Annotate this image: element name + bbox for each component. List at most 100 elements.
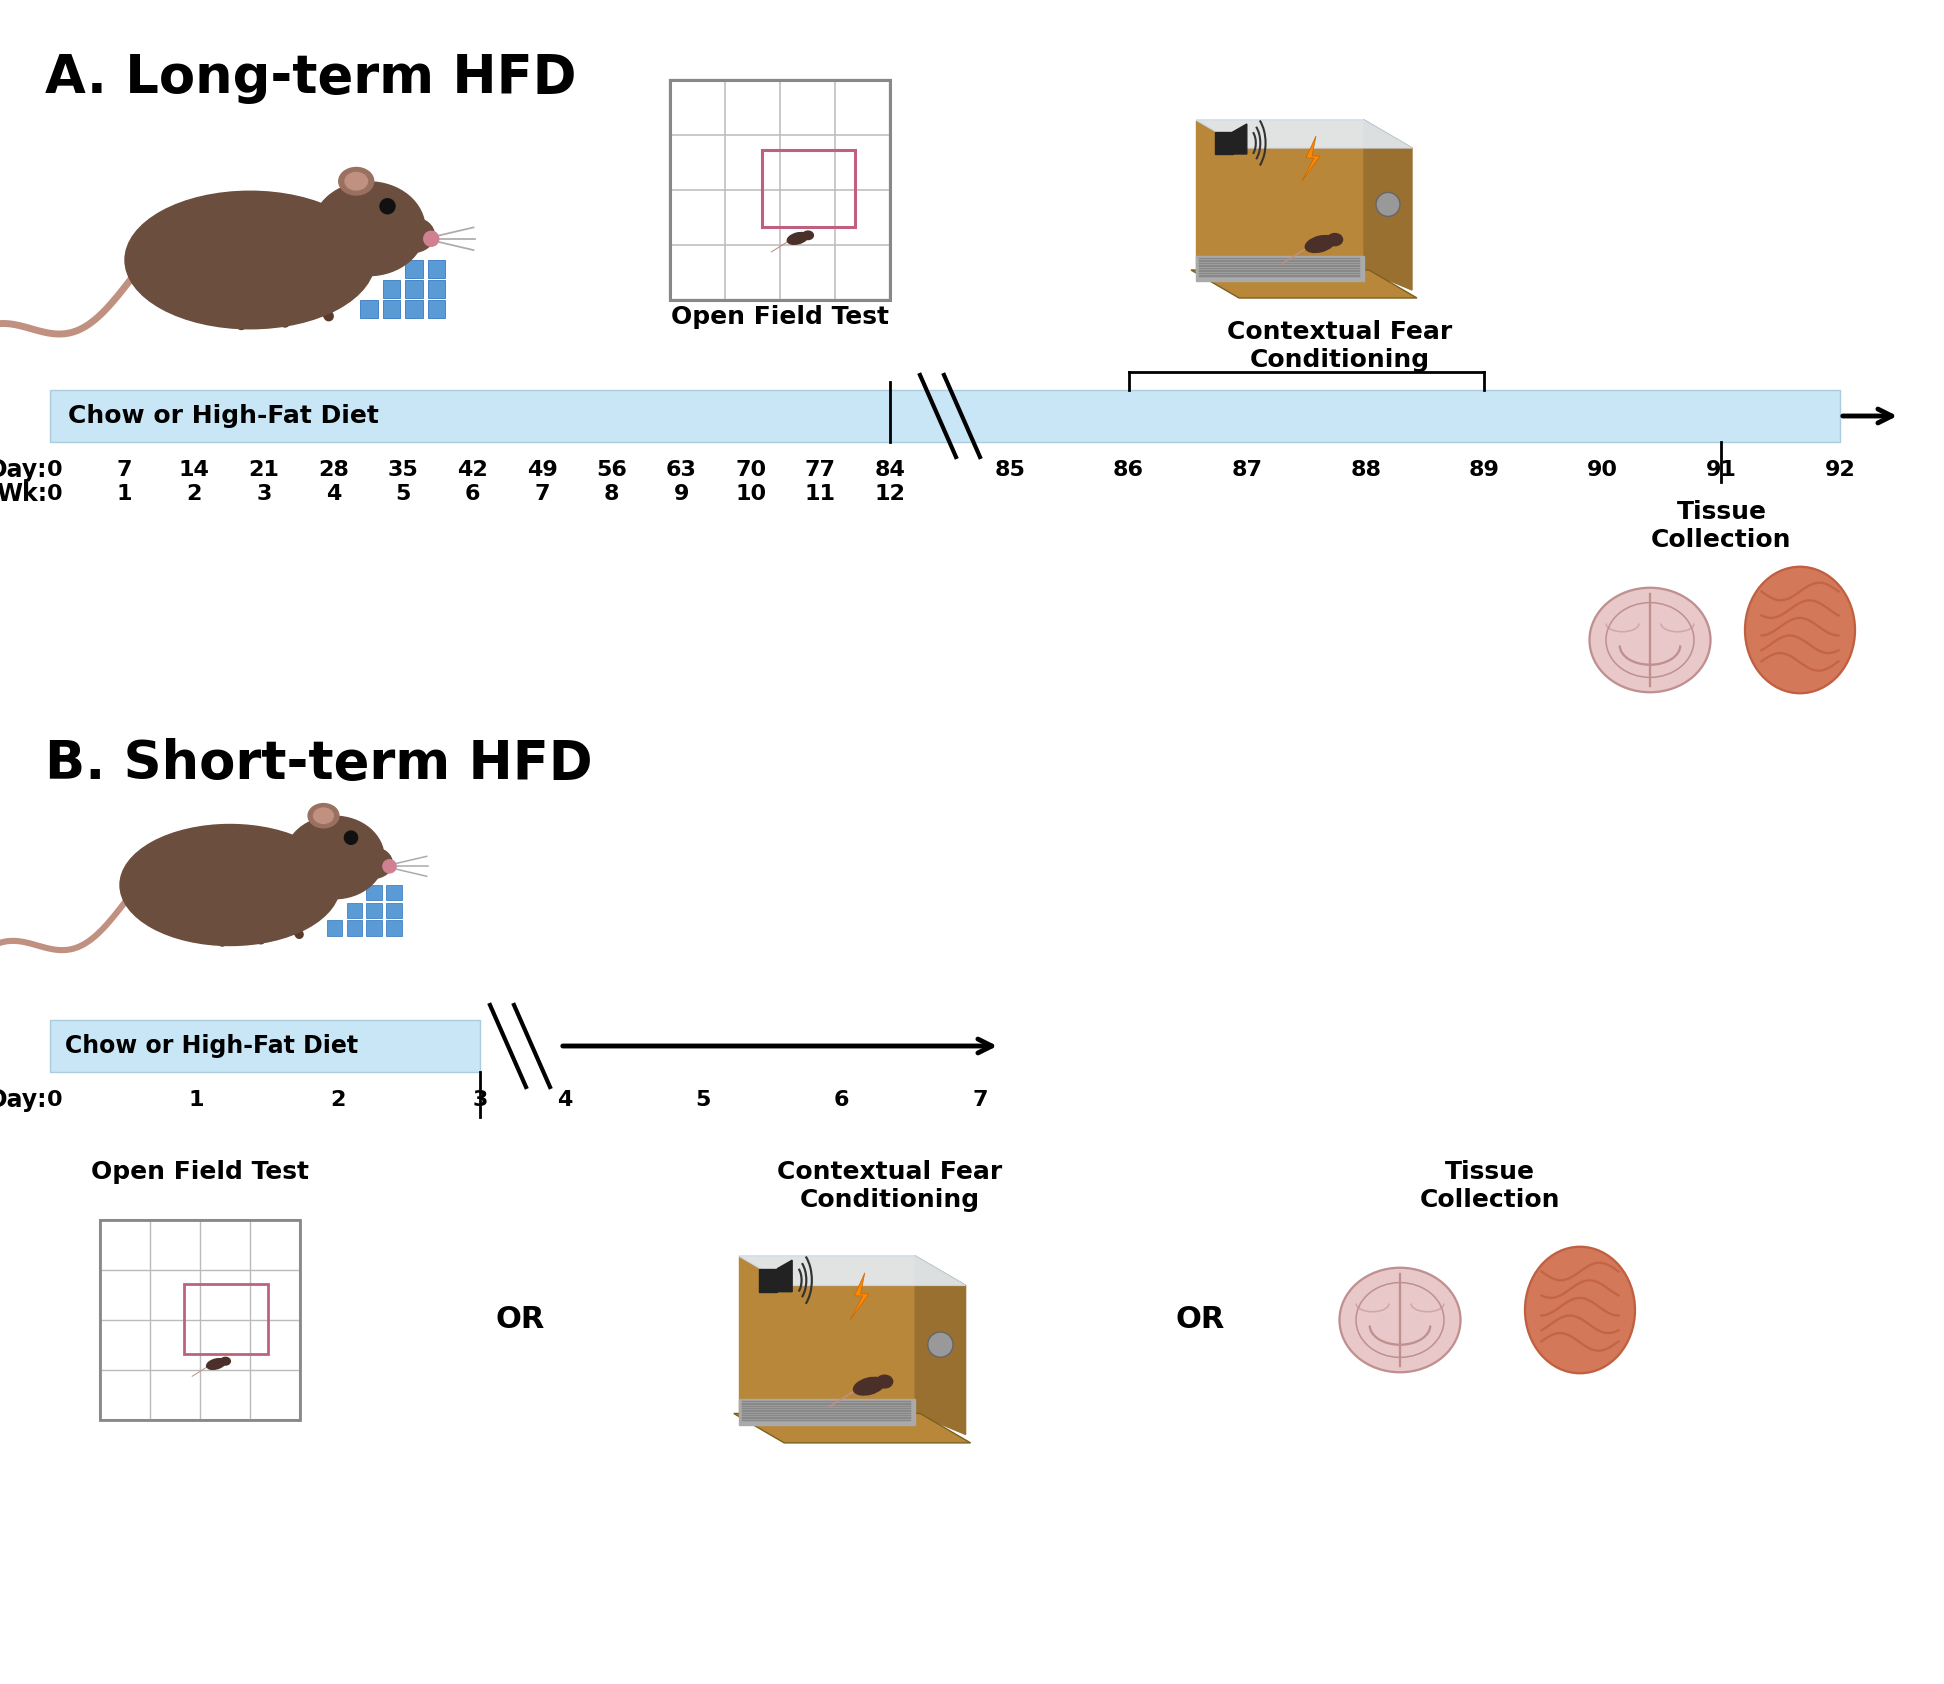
Text: 70: 70 bbox=[735, 460, 766, 480]
Bar bbox=[1196, 256, 1365, 281]
Bar bbox=[99, 1219, 299, 1420]
Text: 3: 3 bbox=[257, 483, 272, 504]
Text: 12: 12 bbox=[875, 483, 906, 504]
Text: Tissue
Collection: Tissue Collection bbox=[1419, 1160, 1561, 1212]
Text: 6: 6 bbox=[834, 1090, 850, 1110]
Bar bbox=[383, 300, 400, 318]
Text: 2: 2 bbox=[330, 1090, 346, 1110]
Text: Contextual Fear
Conditioning: Contextual Fear Conditioning bbox=[778, 1160, 1003, 1212]
Bar bbox=[739, 1399, 916, 1425]
Bar bbox=[99, 1219, 299, 1420]
Ellipse shape bbox=[338, 167, 373, 195]
Text: 6: 6 bbox=[465, 483, 480, 504]
Text: 14: 14 bbox=[179, 460, 210, 480]
Text: B. Short-term HFD: B. Short-term HFD bbox=[45, 738, 593, 790]
Text: OR: OR bbox=[1176, 1305, 1225, 1334]
Ellipse shape bbox=[286, 817, 385, 899]
Bar bbox=[346, 903, 362, 918]
Text: 1: 1 bbox=[189, 1090, 204, 1110]
Bar bbox=[365, 903, 381, 918]
Bar bbox=[360, 300, 377, 318]
Polygon shape bbox=[1196, 120, 1365, 269]
Bar bbox=[428, 300, 445, 318]
Circle shape bbox=[344, 832, 358, 844]
Bar bbox=[404, 300, 422, 318]
Circle shape bbox=[1376, 192, 1400, 217]
Polygon shape bbox=[739, 1256, 916, 1413]
Text: 0: 0 bbox=[47, 1090, 62, 1110]
Polygon shape bbox=[850, 1273, 869, 1320]
Text: 86: 86 bbox=[1114, 460, 1145, 480]
Bar bbox=[51, 1021, 480, 1073]
Text: 28: 28 bbox=[319, 460, 348, 480]
Text: 7: 7 bbox=[535, 483, 550, 504]
Circle shape bbox=[927, 1332, 953, 1357]
Text: 0: 0 bbox=[47, 460, 62, 480]
Text: 92: 92 bbox=[1825, 460, 1855, 480]
Text: Open Field Test: Open Field Test bbox=[91, 1160, 309, 1184]
Polygon shape bbox=[1365, 120, 1411, 290]
Text: 7: 7 bbox=[972, 1090, 988, 1110]
Bar bbox=[762, 150, 855, 227]
Ellipse shape bbox=[206, 1359, 226, 1369]
Text: 10: 10 bbox=[735, 483, 766, 504]
Bar bbox=[404, 259, 422, 278]
Bar bbox=[383, 280, 400, 298]
Ellipse shape bbox=[803, 231, 813, 239]
Circle shape bbox=[379, 199, 395, 214]
Bar bbox=[387, 886, 402, 901]
Bar bbox=[671, 81, 890, 300]
Bar bbox=[758, 1268, 778, 1292]
Text: Chow or High-Fat Diet: Chow or High-Fat Diet bbox=[68, 404, 379, 428]
Text: Chow or High-Fat Diet: Chow or High-Fat Diet bbox=[64, 1034, 358, 1058]
Text: Day:: Day: bbox=[0, 1088, 47, 1111]
Bar bbox=[1215, 131, 1232, 153]
Ellipse shape bbox=[354, 847, 393, 879]
Bar bbox=[51, 391, 1841, 441]
Text: 4: 4 bbox=[327, 483, 340, 504]
Ellipse shape bbox=[307, 803, 338, 829]
Text: 90: 90 bbox=[1588, 460, 1617, 480]
Bar bbox=[327, 919, 342, 936]
Text: 7: 7 bbox=[117, 460, 132, 480]
Ellipse shape bbox=[344, 172, 367, 190]
Polygon shape bbox=[739, 1256, 966, 1285]
Text: 0: 0 bbox=[47, 483, 62, 504]
Polygon shape bbox=[1232, 125, 1246, 153]
Text: 4: 4 bbox=[558, 1090, 573, 1110]
Text: 21: 21 bbox=[249, 460, 280, 480]
Ellipse shape bbox=[1746, 568, 1855, 694]
Polygon shape bbox=[778, 1260, 791, 1292]
Text: 35: 35 bbox=[387, 460, 418, 480]
Ellipse shape bbox=[1304, 236, 1336, 253]
Bar bbox=[404, 280, 422, 298]
Text: A. Long-term HFD: A. Long-term HFD bbox=[45, 52, 577, 104]
Text: Day:: Day: bbox=[0, 458, 47, 482]
Polygon shape bbox=[1302, 136, 1320, 180]
Text: 49: 49 bbox=[527, 460, 558, 480]
Text: 42: 42 bbox=[457, 460, 488, 480]
Text: Wk:: Wk: bbox=[0, 482, 47, 505]
Text: 77: 77 bbox=[805, 460, 836, 480]
Ellipse shape bbox=[124, 192, 375, 328]
Text: 8: 8 bbox=[605, 483, 620, 504]
Polygon shape bbox=[1196, 120, 1411, 148]
Text: Contextual Fear
Conditioning: Contextual Fear Conditioning bbox=[1227, 320, 1452, 372]
Ellipse shape bbox=[877, 1376, 892, 1388]
Text: 56: 56 bbox=[597, 460, 628, 480]
Text: 2: 2 bbox=[187, 483, 202, 504]
Text: 89: 89 bbox=[1470, 460, 1499, 480]
Bar bbox=[346, 919, 362, 936]
Bar bbox=[428, 280, 445, 298]
Polygon shape bbox=[733, 1413, 970, 1443]
Text: 5: 5 bbox=[696, 1090, 712, 1110]
Text: 91: 91 bbox=[1707, 460, 1736, 480]
Text: OR: OR bbox=[496, 1305, 544, 1334]
Ellipse shape bbox=[1328, 234, 1343, 246]
Text: 85: 85 bbox=[995, 460, 1024, 480]
Bar bbox=[428, 259, 445, 278]
Text: 3: 3 bbox=[472, 1090, 488, 1110]
Bar bbox=[365, 919, 381, 936]
Ellipse shape bbox=[1339, 1268, 1460, 1372]
Bar bbox=[387, 903, 402, 918]
